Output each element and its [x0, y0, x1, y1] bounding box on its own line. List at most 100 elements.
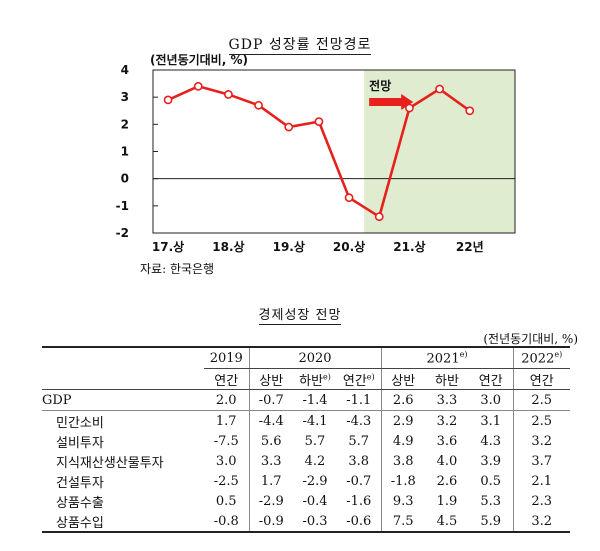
- table-cell: 3.2: [513, 511, 570, 533]
- table-cell: -0.8: [204, 511, 250, 533]
- period-header: 연간: [204, 368, 250, 390]
- gdp-data-point: [254, 100, 263, 110]
- table-row: 상품수출 0.5 -2.9 -0.4 -1.6 9.3 1.9 5.3 2.3: [42, 491, 570, 511]
- period-header: 하반e): [293, 368, 337, 390]
- row-label: 지식재산생산물투자: [56, 455, 164, 471]
- table-cell: -1.1: [337, 389, 382, 411]
- y-tick-label: 4: [121, 63, 129, 77]
- table-cell: -4.3: [337, 410, 382, 431]
- gdp-data-point: [374, 212, 384, 222]
- y-tick-label: -1: [116, 199, 129, 213]
- table-cell: 3.6: [436, 433, 458, 449]
- table-cell: 1.7: [204, 410, 250, 431]
- table-cell: 5.6: [260, 433, 282, 449]
- table-cell: -0.6: [337, 511, 382, 533]
- table-cell: 9.3: [392, 493, 414, 509]
- period-header: 연간: [469, 368, 514, 390]
- table-row: GDP 2.0 -0.7 -1.4 -1.1 2.6 3.3 3.0 2.5: [42, 389, 570, 411]
- gdp-data-point: [344, 193, 354, 203]
- y-tick-label: 1: [121, 145, 129, 159]
- period-header: 연간e): [337, 368, 382, 390]
- gdp-data-point: [163, 95, 173, 105]
- x-tick-label: 20.상: [333, 239, 365, 254]
- table-cell: -0.3: [293, 511, 337, 533]
- period-header: 상반: [249, 368, 293, 390]
- period-header: 하반: [425, 368, 469, 390]
- corner-cell: [42, 368, 204, 390]
- table-cell: 3.3: [425, 389, 469, 411]
- table-cell: 5.9: [469, 511, 514, 533]
- table-cell: 3.2: [531, 433, 553, 449]
- year-header: 2022e): [513, 346, 570, 369]
- table-cell: -7.5: [204, 431, 250, 451]
- table-cell: 3.0: [469, 389, 514, 411]
- table-cell: 7.5: [381, 511, 425, 533]
- table-cell: -0.4: [302, 493, 328, 509]
- table-row: 설비투자 -7.5 5.6 5.7 5.7 4.9 3.6 4.3 3.2: [42, 431, 570, 451]
- row-label: 설비투자: [56, 435, 104, 451]
- table-cell: 4.5: [425, 511, 469, 533]
- table-cell: -1.6: [337, 491, 382, 511]
- y-tick-label: -2: [116, 226, 129, 240]
- table-cell: 5.7: [337, 431, 382, 451]
- table-cell: 3.1: [469, 410, 514, 431]
- table-cell: 3.8: [337, 451, 382, 471]
- table-cell: 4.0: [436, 453, 458, 469]
- table-cell: 2.9: [392, 413, 414, 429]
- forecast-table: 2019 2020 2021e) 2022e) 연간 상반 하반e) 연간e) 상반 하반 연간 연간…: [42, 346, 570, 533]
- table-cell: 0.5: [469, 471, 514, 491]
- table-cell: 3.9: [469, 451, 514, 471]
- table-cell: -1.8: [390, 473, 416, 489]
- table-cell: 4.2: [304, 453, 326, 469]
- x-tick-label: 21.상: [393, 239, 425, 254]
- table-title: 경제성장 전망: [258, 308, 342, 325]
- x-tick-label: 17.상: [152, 239, 184, 254]
- chart-source: 자료: 한국은행: [140, 262, 215, 276]
- table-cell: 2.5: [513, 389, 570, 411]
- y-axis-label: (전년동기대비, %): [150, 52, 248, 67]
- gdp-data-point: [224, 90, 233, 99]
- table-cell: 2.1: [531, 473, 553, 489]
- gdp-data-point: [314, 117, 324, 127]
- table-cell: -2.5: [204, 471, 250, 491]
- chart-title: GDP 성장률 전망경로: [228, 37, 372, 55]
- table-cell: 3.2: [436, 413, 458, 429]
- table-cell: -0.7: [249, 389, 293, 411]
- gdp-line-chart: 4 3 2 1 0 -1 -2 (전년동기대비, %) 17.상 18.상 19.상 20.상 21.상…: [116, 52, 516, 254]
- table-cell: -4.1: [302, 413, 328, 429]
- gdp-data-point: [284, 122, 294, 132]
- table-cell: 3.8: [392, 453, 414, 469]
- gdp-data-point: [193, 81, 203, 91]
- row-label: 건설투자: [56, 475, 104, 491]
- table-cell: 2.3: [531, 493, 553, 509]
- table-cell: -1.4: [293, 389, 337, 411]
- forecast-shade: [364, 70, 515, 233]
- table-cell: 2.6: [381, 389, 425, 411]
- table-cell: 5.3: [469, 491, 514, 511]
- row-label: 민간소비: [56, 415, 104, 431]
- forecast-arrow: [369, 94, 414, 110]
- year-header: 2019: [204, 346, 250, 369]
- table-cell: 3.7: [531, 453, 553, 469]
- year-header-row: 2019 2020 2021e) 2022e): [42, 346, 570, 369]
- table-cell: 0.5: [204, 491, 250, 511]
- table-row: 지식재산생산물투자 3.0 3.3 4.2 3.8 3.8 4.0 3.9 3.7: [42, 451, 570, 471]
- year-header: 2021e): [381, 346, 514, 369]
- gdp-data-point: [435, 84, 444, 94]
- row-label: 상품수입: [42, 511, 204, 533]
- table-row: 건설투자 -2.5 1.7 -2.9 -0.7 -1.8 2.6 0.5 2.1: [42, 471, 570, 491]
- year-header: 2020: [249, 346, 382, 369]
- period-header-row: 연간 상반 하반e) 연간e) 상반 하반 연간 연간: [42, 368, 570, 390]
- table-cell: 4.9: [392, 433, 414, 449]
- corner-cell: [42, 346, 204, 369]
- y-tick-label: 0: [121, 172, 129, 186]
- table-cell: 1.7: [260, 473, 282, 489]
- period-header: 상반: [381, 368, 425, 390]
- table-cell: 3.0: [204, 451, 250, 471]
- table-cell: -0.9: [249, 511, 293, 533]
- x-tick-label: 18.상: [212, 239, 244, 254]
- table-cell: 2.5: [531, 413, 553, 429]
- table-unit: (전년동기대비, %): [483, 332, 578, 346]
- gdp-data-point: [465, 106, 475, 116]
- table-row: 민간소비 1.7 -4.4 -4.1 -4.3 2.9 3.2 3.1 2.5: [42, 410, 570, 431]
